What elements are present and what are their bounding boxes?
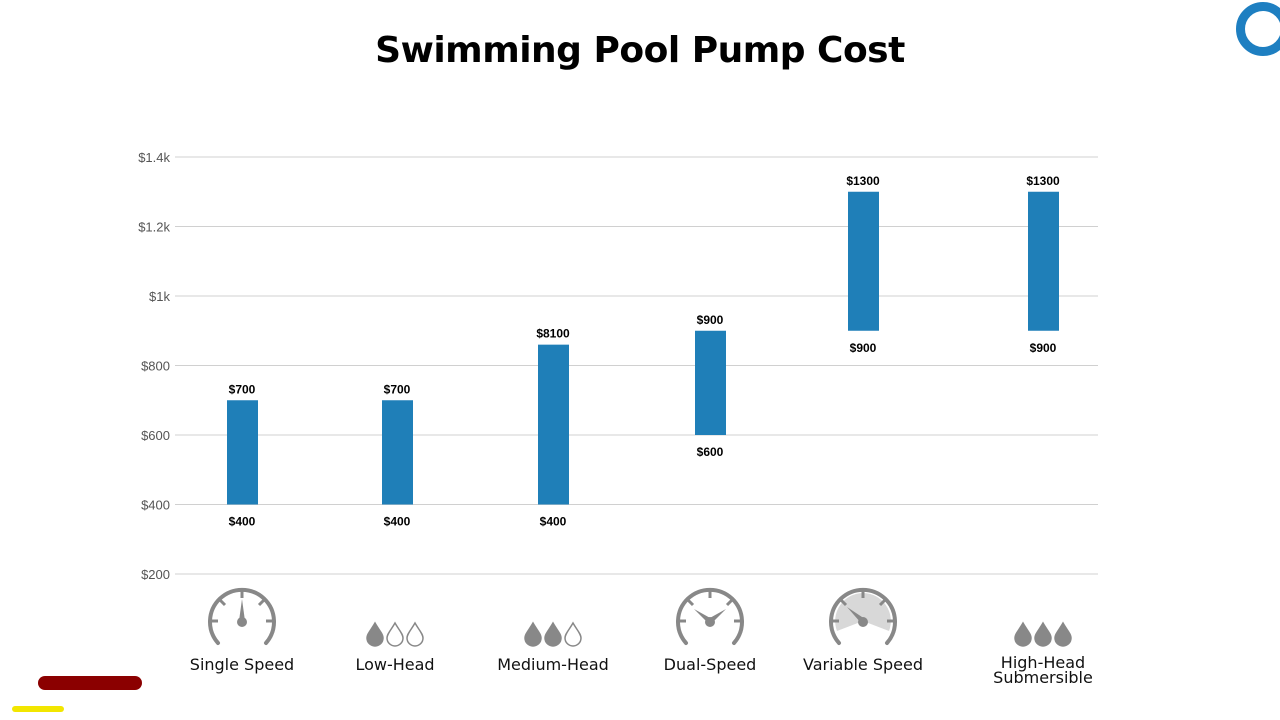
bar-3 — [695, 330, 726, 435]
decorative-red-bar — [38, 676, 142, 690]
data-label-high: $8100 — [536, 327, 570, 341]
category-label: Dual-Speed — [663, 655, 757, 674]
chart-title: Swimming Pool Pump Cost — [375, 30, 905, 71]
data-label-low: $900 — [1030, 341, 1057, 355]
y-tick-label: $1.2k — [138, 220, 170, 235]
category-4: Variable Speed — [778, 585, 948, 674]
drops-two-filled-icon — [468, 585, 638, 649]
data-label-high: $700 — [229, 382, 256, 396]
data-label-low: $400 — [384, 515, 411, 529]
category-3: Dual-Speed — [625, 585, 795, 674]
data-label-low: $400 — [540, 515, 567, 529]
data-label-high: $900 — [697, 313, 724, 327]
category-label: Single Speed — [189, 655, 295, 674]
data-label-low: $900 — [850, 341, 877, 355]
y-tick-label: $1k — [149, 289, 170, 304]
category-0: Single Speed — [157, 585, 327, 674]
bar-4 — [848, 191, 879, 331]
category-label: Medium-Head — [497, 655, 609, 674]
y-tick-label: $400 — [141, 498, 170, 513]
category-label: High-Head Submersible — [993, 653, 1093, 687]
y-tick-label: $1.4k — [138, 150, 170, 165]
logo-ring-icon — [1236, 2, 1280, 56]
y-tick-label: $800 — [141, 359, 170, 374]
gauge-dual-icon — [625, 585, 795, 649]
data-label-high: $700 — [384, 382, 411, 396]
category-1: Low-Head — [310, 585, 480, 674]
bar-2 — [538, 344, 569, 505]
data-label-low: $400 — [229, 515, 256, 529]
decorative-yellow-bar — [12, 706, 64, 712]
y-tick-label: $200 — [141, 567, 170, 582]
y-tick-label: $600 — [141, 428, 170, 443]
category-2: Medium-Head — [468, 585, 638, 674]
gauge-variable-icon — [778, 585, 948, 649]
data-label-high: $1300 — [846, 174, 880, 188]
bar-0 — [227, 400, 258, 505]
bar-1 — [382, 400, 413, 505]
drops-one-filled-icon — [310, 585, 480, 649]
data-label-high: $1300 — [1026, 174, 1060, 188]
category-label: Variable Speed — [802, 655, 924, 674]
gauge-single-icon — [157, 585, 327, 649]
drops-three-filled-icon — [958, 585, 1128, 649]
category-label: Low-Head — [355, 655, 435, 674]
category-5: High-Head Submersible — [958, 585, 1128, 687]
bar-5 — [1028, 191, 1059, 331]
data-label-low: $600 — [697, 445, 724, 459]
